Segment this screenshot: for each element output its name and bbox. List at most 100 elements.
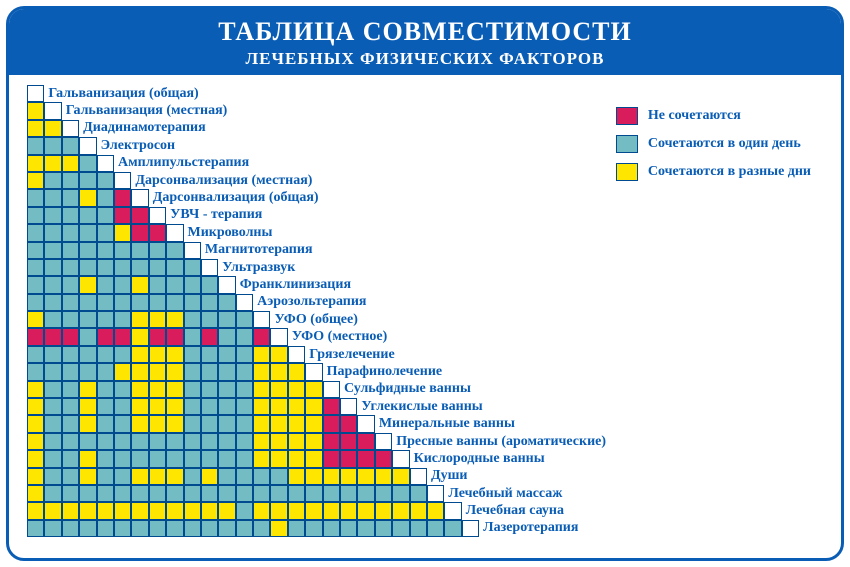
matrix-cell: [340, 485, 357, 502]
matrix-cell: [44, 520, 61, 537]
matrix-cell: [201, 433, 218, 450]
matrix-cell: [236, 433, 253, 450]
matrix-cell: [340, 415, 357, 432]
matrix-cell: [253, 363, 270, 380]
matrix-cell: [62, 294, 79, 311]
row-label: Электросон: [101, 138, 176, 154]
matrix-cell: [166, 381, 183, 398]
matrix-cell: [97, 276, 114, 293]
matrix-cell: [97, 189, 114, 206]
matrix-cell: [288, 468, 305, 485]
matrix-cell: [166, 311, 183, 328]
matrix-cell: [114, 276, 131, 293]
matrix-cell: [218, 502, 235, 519]
matrix-cell: [131, 520, 148, 537]
matrix-cell: [323, 485, 340, 502]
matrix-cell: [44, 294, 61, 311]
matrix-cell: [149, 363, 166, 380]
matrix-cell: [149, 224, 166, 241]
matrix-row: Лазеротерапия: [27, 520, 827, 537]
matrix-cell: [131, 346, 148, 363]
matrix-cell: [184, 520, 201, 537]
matrix-cell: [131, 189, 148, 206]
matrix-cell: [62, 120, 79, 137]
legend-swatch: [616, 107, 638, 125]
matrix-cell: [184, 485, 201, 502]
matrix-cell: [44, 155, 61, 172]
matrix-cell: [27, 328, 44, 345]
matrix-cell: [131, 485, 148, 502]
matrix-cell: [97, 242, 114, 259]
matrix-cell: [184, 363, 201, 380]
legend-swatch: [616, 135, 638, 153]
matrix-cell: [166, 224, 183, 241]
matrix-cell: [114, 172, 131, 189]
row-label: Гальванизация (местная): [66, 103, 228, 119]
matrix-row: Минеральные ванны: [27, 415, 827, 432]
matrix-cell: [218, 276, 235, 293]
matrix-cell: [288, 433, 305, 450]
chart-header: ТАБЛИЦА СОВМЕСТИМОСТИ ЛЕЧЕБНЫХ ФИЗИЧЕСКИ…: [9, 9, 841, 75]
matrix-cell: [270, 520, 287, 537]
matrix-cell: [79, 485, 96, 502]
matrix-cell: [236, 363, 253, 380]
matrix-cell: [340, 502, 357, 519]
matrix-cell: [270, 433, 287, 450]
row-label: Микроволны: [188, 225, 273, 241]
matrix-cell: [114, 381, 131, 398]
matrix-cell: [166, 415, 183, 432]
matrix-cell: [166, 433, 183, 450]
matrix-cell: [131, 259, 148, 276]
matrix-cell: [27, 450, 44, 467]
matrix-cell: [357, 415, 374, 432]
matrix-row: Магнитотерапия: [27, 242, 827, 259]
matrix-cell: [114, 502, 131, 519]
matrix-cell: [323, 381, 340, 398]
matrix-cell: [79, 346, 96, 363]
matrix-cell: [131, 363, 148, 380]
matrix-cell: [236, 311, 253, 328]
legend-label: Не сочетаются: [648, 108, 741, 124]
matrix-cell: [201, 520, 218, 537]
matrix-cell: [357, 468, 374, 485]
matrix-cell: [201, 381, 218, 398]
matrix-cell: [79, 224, 96, 241]
matrix-cell: [149, 415, 166, 432]
matrix-cell: [184, 381, 201, 398]
matrix-cell: [253, 346, 270, 363]
matrix-cell: [114, 485, 131, 502]
matrix-cell: [44, 502, 61, 519]
matrix-cell: [62, 137, 79, 154]
matrix-cell: [323, 433, 340, 450]
matrix-cell: [131, 398, 148, 415]
matrix-cell: [218, 485, 235, 502]
matrix-cell: [62, 328, 79, 345]
row-label: Дарсонвализация (общая): [153, 190, 319, 206]
matrix-cell: [427, 502, 444, 519]
matrix-cell: [218, 398, 235, 415]
matrix-cell: [62, 276, 79, 293]
matrix-cell: [218, 311, 235, 328]
matrix-cell: [27, 502, 44, 519]
matrix-cell: [79, 450, 96, 467]
matrix-cell: [392, 468, 409, 485]
matrix-cell: [218, 415, 235, 432]
matrix-cell: [27, 189, 44, 206]
matrix-cell: [201, 328, 218, 345]
matrix-row: Пресные ванны (ароматические): [27, 433, 827, 450]
matrix-cell: [410, 485, 427, 502]
matrix-cell: [79, 328, 96, 345]
matrix-cell: [288, 502, 305, 519]
matrix-cell: [97, 502, 114, 519]
matrix-cell: [27, 172, 44, 189]
matrix-cell: [305, 450, 322, 467]
matrix-cell: [97, 346, 114, 363]
matrix-cell: [166, 242, 183, 259]
matrix-cell: [288, 398, 305, 415]
matrix-cell: [253, 415, 270, 432]
row-label: Магнитотерапия: [205, 242, 313, 258]
matrix-cell: [201, 276, 218, 293]
matrix-cell: [97, 415, 114, 432]
matrix-cell: [79, 155, 96, 172]
matrix-cell: [62, 363, 79, 380]
